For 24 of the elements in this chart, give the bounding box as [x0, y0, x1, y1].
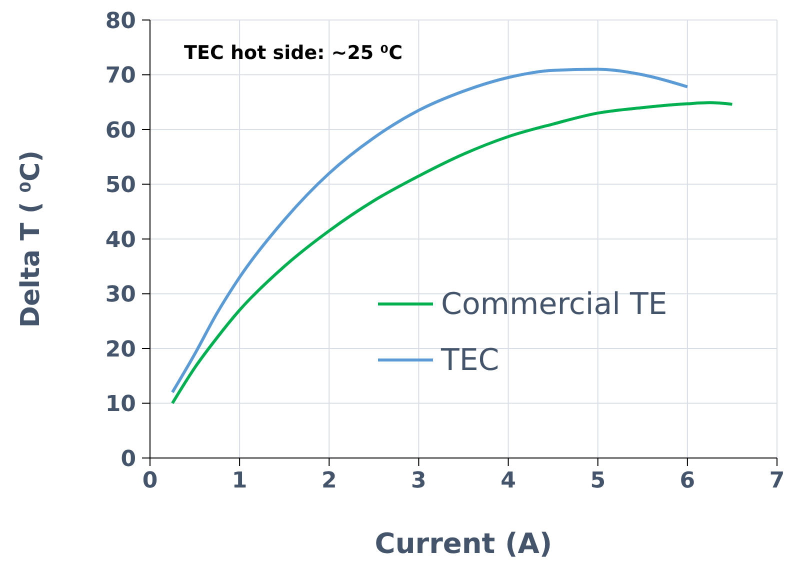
legend-label: Commercial TE [441, 286, 668, 322]
x-tick-label: 7 [769, 468, 785, 494]
y-tick-label: 10 [105, 392, 136, 418]
y-tick-label: 60 [105, 118, 136, 144]
x-tick-label: 6 [680, 468, 696, 494]
x-tick-label: 4 [500, 468, 516, 494]
y-tick-label: 0 [120, 446, 136, 472]
y-tick-label: 70 [105, 64, 136, 89]
x-tick-label: 0 [142, 468, 158, 494]
line-series [170, 101, 734, 405]
y-tick-label: 20 [105, 337, 136, 362]
x-tick-label: 3 [411, 468, 426, 494]
line-series [170, 68, 689, 394]
x-tick-label: 5 [590, 468, 606, 494]
legend-label: TEC [441, 342, 500, 378]
x-tick-label: 2 [321, 468, 337, 494]
x-axis-title: Current (A) [374, 527, 552, 560]
annotation: TEC hot side: ~25 ⁰C [184, 42, 403, 64]
y-axis-title: Delta T ( ⁰C) [16, 150, 46, 328]
y-tick-label: 80 [105, 8, 136, 34]
y-tick-label: 40 [105, 228, 136, 253]
x-tick-label: 1 [232, 468, 248, 494]
y-tick-label: 50 [105, 173, 136, 198]
y-tick-label: 30 [105, 282, 136, 308]
